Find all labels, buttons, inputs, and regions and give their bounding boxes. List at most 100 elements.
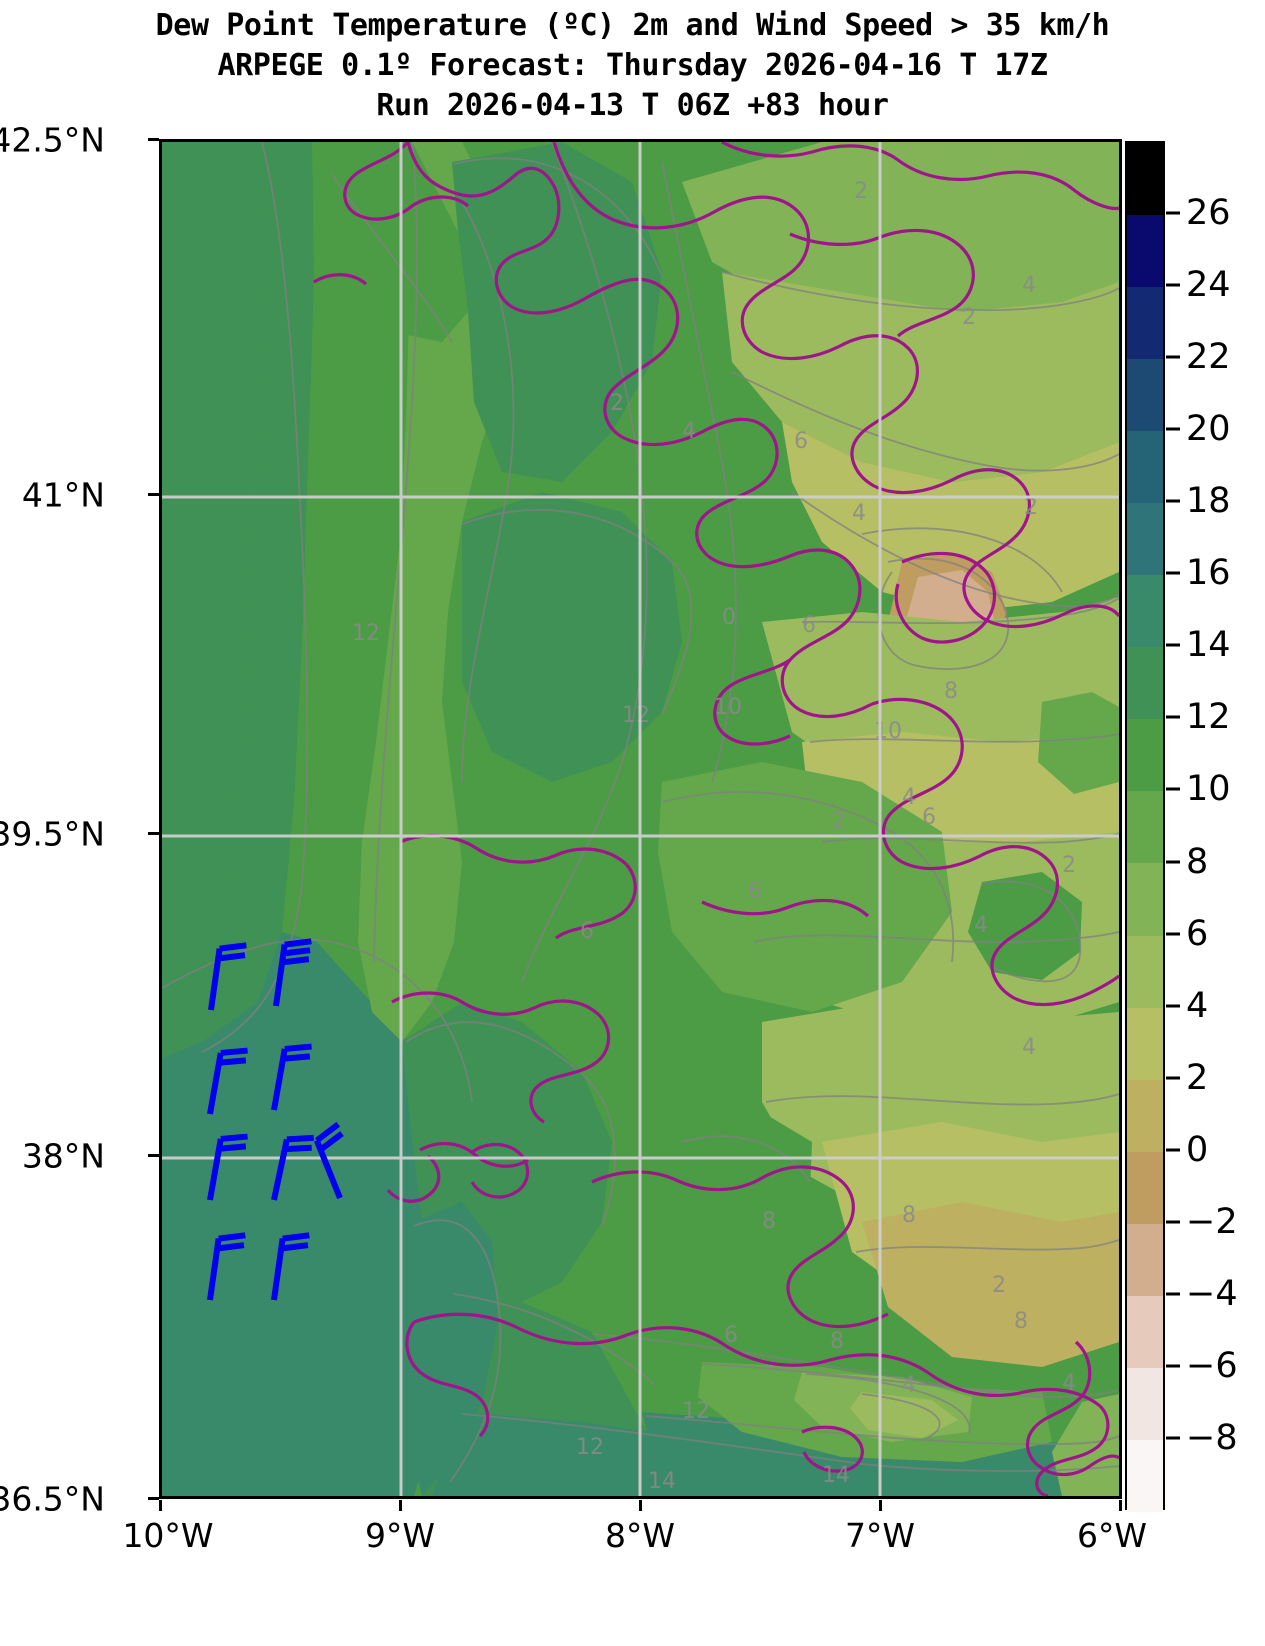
colorbar-tick-mark — [1166, 571, 1180, 575]
colorbar-tick-label: −6 — [1186, 1345, 1238, 1386]
svg-text:2: 2 — [610, 391, 624, 416]
colorbar-tick-label: 4 — [1186, 985, 1209, 1026]
y-tick-mark — [148, 138, 159, 141]
svg-text:2: 2 — [962, 305, 976, 330]
colorbar-band — [1127, 1007, 1163, 1080]
colorbar-band — [1127, 1367, 1163, 1440]
svg-text:2: 2 — [1062, 853, 1076, 878]
svg-text:8: 8 — [762, 1209, 776, 1234]
y-axis-label-36-5N: 36.5°N — [0, 1479, 105, 1519]
svg-text:4: 4 — [1062, 1371, 1076, 1396]
admin-border-lines — [313, 142, 1119, 1496]
colorbar-tick-mark — [1166, 787, 1180, 791]
svg-text:14: 14 — [648, 1469, 676, 1494]
x-tick-mark — [399, 1500, 402, 1511]
colorbar-tick-label: 0 — [1186, 1129, 1209, 1170]
svg-text:10: 10 — [714, 695, 742, 720]
x-axis-label-10W: 10°W — [122, 1516, 214, 1555]
title-line-2: ARPEGE 0.1º Forecast: Thursday 2026-04-1… — [217, 48, 1048, 83]
svg-text:14: 14 — [822, 1463, 850, 1488]
svg-text:0: 0 — [722, 605, 736, 630]
colorbar-band — [1127, 935, 1163, 1008]
colorbar-band — [1127, 719, 1163, 792]
svg-text:12: 12 — [352, 621, 380, 646]
colorbar-tick-label: 10 — [1186, 769, 1231, 810]
svg-text:12: 12 — [622, 703, 650, 728]
colorbar-band — [1127, 575, 1163, 648]
svg-text:6: 6 — [724, 1323, 738, 1348]
y-tick-mark — [148, 1154, 159, 1157]
x-tick-mark — [639, 1500, 642, 1511]
colorbar-tick-mark — [1166, 355, 1180, 359]
colorbar-tick-mark — [1166, 283, 1180, 287]
colorbar-band — [1127, 1223, 1163, 1296]
colorbar-tick-mark — [1166, 1076, 1180, 1080]
x-axis-label-9W: 9°W — [364, 1516, 436, 1555]
colorbar-band — [1127, 215, 1163, 288]
colorbar-tick-mark — [1166, 860, 1180, 864]
svg-text:4: 4 — [902, 1373, 916, 1398]
y-axis-label-42-5N: 42.5°N — [0, 120, 105, 160]
colorbar-tick-mark — [1166, 211, 1180, 215]
colorbar-tick-mark — [1166, 932, 1180, 936]
colorbar-tick-label: 8 — [1186, 841, 1209, 882]
svg-text:2: 2 — [1024, 495, 1038, 520]
colorbar-band — [1127, 503, 1163, 576]
colorbar-tick-label: 14 — [1186, 625, 1231, 666]
x-axis-label-7W: 7°W — [844, 1516, 916, 1555]
x-axis-label-8W: 8°W — [604, 1516, 676, 1555]
svg-text:12: 12 — [682, 1399, 710, 1424]
colorbar-tick-label: 18 — [1186, 481, 1231, 522]
colorbar-band — [1127, 143, 1163, 216]
colorbar-band — [1127, 863, 1163, 936]
svg-text:12: 12 — [576, 1435, 604, 1460]
svg-text:4: 4 — [1022, 1035, 1036, 1060]
svg-text:6: 6 — [802, 613, 816, 638]
colorbar-tick-mark — [1166, 499, 1180, 503]
colorbar-band — [1127, 1151, 1163, 1224]
svg-text:2: 2 — [992, 1273, 1006, 1298]
map-plot-area[interactable]: 2 4 2 4 6 2 0 2 4 6 12 12 10 8 2 10 6 4 … — [159, 139, 1122, 1499]
y-tick-mark — [148, 832, 159, 835]
y-tick-mark — [148, 1497, 159, 1500]
colorbar-band — [1127, 359, 1163, 432]
svg-text:4: 4 — [974, 913, 988, 938]
colorbar-tick-mark — [1166, 427, 1180, 431]
svg-text:2: 2 — [832, 809, 846, 834]
colorbar-band — [1127, 431, 1163, 504]
svg-text:4: 4 — [852, 501, 866, 526]
colorbar-band — [1127, 647, 1163, 720]
colorbar-band — [1127, 287, 1163, 360]
colorbar-tick-mark — [1166, 1364, 1180, 1368]
colorbar-tick-mark — [1166, 1436, 1180, 1440]
colorbar-band — [1127, 1295, 1163, 1368]
colorbar-tick-label: 12 — [1186, 697, 1231, 738]
y-axis-label-41N: 41°N — [21, 475, 105, 515]
wind-barb-group — [207, 938, 344, 1301]
colorbar-tick-label: 22 — [1186, 337, 1231, 378]
svg-text:8: 8 — [1014, 1309, 1028, 1334]
colorbar-tick-label: 20 — [1186, 409, 1231, 450]
colorbar-band — [1127, 791, 1163, 864]
svg-text:6: 6 — [922, 805, 936, 830]
svg-text:6: 6 — [794, 429, 808, 454]
contour-label-group: 2 4 2 4 6 2 0 2 4 6 12 12 10 8 2 10 6 4 … — [352, 179, 1076, 1494]
svg-text:8: 8 — [902, 1203, 916, 1228]
x-tick-mark — [159, 1500, 162, 1511]
colorbar[interactable] — [1125, 141, 1165, 1512]
colorbar-tick-label: 16 — [1186, 553, 1231, 594]
title-line-3: Run 2026-04-13 T 06Z +83 hour — [376, 88, 889, 123]
colorbar-band — [1127, 1439, 1163, 1512]
svg-text:2: 2 — [854, 179, 868, 204]
x-axis-label-6W: 6°W — [1076, 1516, 1148, 1555]
colorbar-tick-mark — [1166, 715, 1180, 719]
svg-text:8: 8 — [830, 1329, 844, 1354]
colorbar-tick-label: 26 — [1186, 193, 1231, 234]
colorbar-tick-mark — [1166, 1292, 1180, 1296]
y-axis-label-38N: 38°N — [21, 1136, 105, 1176]
y-axis-label-39-5N: 39.5°N — [0, 814, 105, 854]
y-tick-mark — [148, 493, 159, 496]
colorbar-tick-label: 6 — [1186, 913, 1209, 954]
colorbar-tick-mark — [1166, 643, 1180, 647]
title-line-1: Dew Point Temperature (ºC) 2m and Wind S… — [155, 8, 1110, 43]
